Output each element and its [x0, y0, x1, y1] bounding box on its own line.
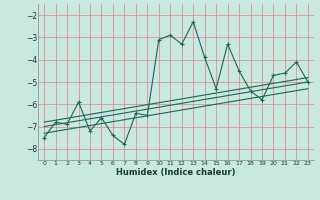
X-axis label: Humidex (Indice chaleur): Humidex (Indice chaleur) — [116, 168, 236, 177]
